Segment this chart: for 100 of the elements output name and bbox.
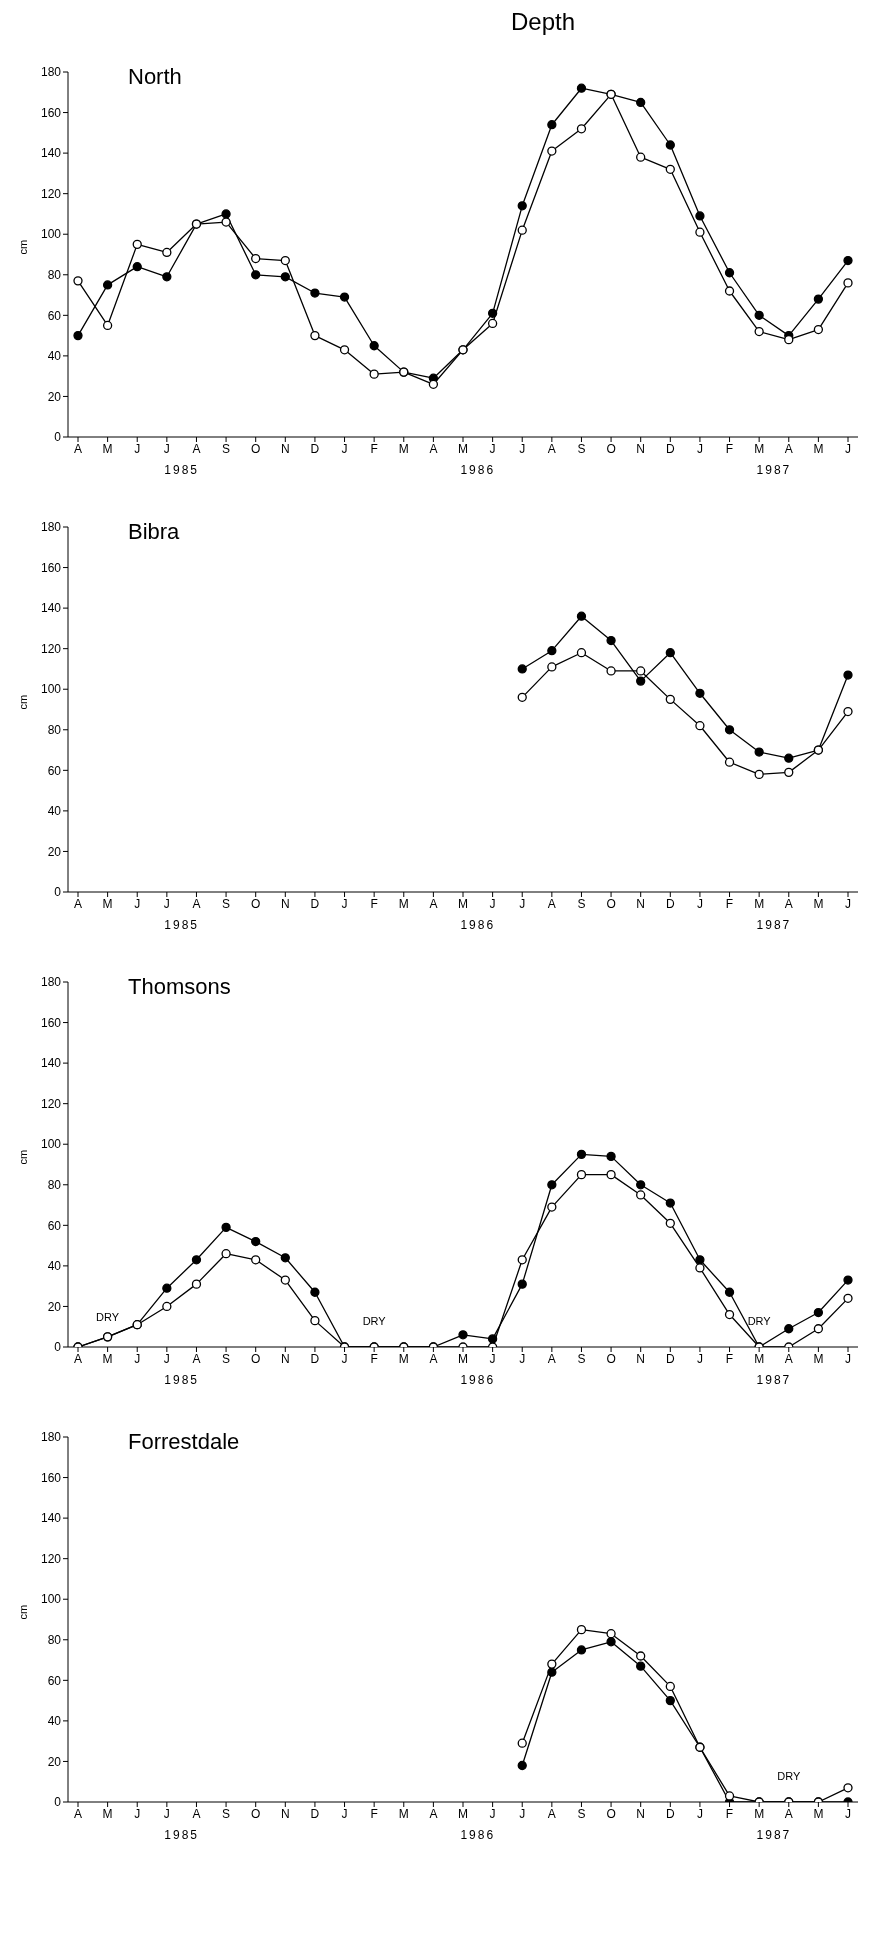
y-tick-label: 80 — [47, 1633, 62, 1648]
x-tick-label: J — [845, 1351, 851, 1366]
x-tick-label: F — [725, 1351, 734, 1366]
annotation: DRY — [746, 1314, 772, 1327]
x-tick-label: J — [163, 441, 170, 456]
x-tick-label: N — [280, 1351, 290, 1366]
x-tick-label: J — [489, 1806, 496, 1821]
x-tick-label: A — [429, 896, 438, 911]
y-tick-label: 80 — [47, 723, 62, 738]
y-tick-label: 180 — [40, 65, 62, 80]
x-tick-label: N — [636, 1806, 646, 1821]
x-tick-label: J — [163, 1806, 170, 1821]
x-tick-label: A — [784, 896, 793, 911]
x-tick-label: A — [784, 1351, 793, 1366]
x-tick-label: J — [134, 441, 141, 456]
annotation: DRY — [95, 1310, 121, 1323]
x-tick-label: O — [251, 896, 261, 911]
x-tick-label: O — [251, 1806, 261, 1821]
x-tick-label: O — [606, 1806, 616, 1821]
y-tick-label: 40 — [47, 349, 62, 364]
x-tick-label: M — [754, 441, 765, 456]
y-tick-label: 60 — [47, 1673, 62, 1688]
x-tick-label: N — [636, 1351, 646, 1366]
y-tick-label: 40 — [47, 1714, 62, 1729]
x-tick-label: M — [398, 896, 409, 911]
y-tick-label: 0 — [54, 1340, 62, 1355]
y-tick-label: 60 — [47, 308, 62, 323]
text: 1987 — [755, 463, 793, 477]
x-tick-label: A — [547, 441, 556, 456]
x-tick-label: M — [754, 1351, 765, 1366]
y-tick-label: 0 — [54, 430, 62, 445]
y-tick-label: 40 — [47, 804, 62, 819]
x-tick-label: J — [163, 896, 170, 911]
x-tick-label: J — [134, 1351, 141, 1366]
x-tick-label: N — [280, 896, 290, 911]
x-tick-label: N — [280, 1806, 290, 1821]
y-tick-label: 140 — [40, 1511, 62, 1526]
x-tick-label: J — [696, 441, 703, 456]
x-tick-label: A — [784, 441, 793, 456]
x-tick-label: A — [784, 1806, 793, 1821]
x-tick-label: D — [310, 441, 320, 456]
y-tick-label: 20 — [47, 1754, 62, 1769]
y-tick-label: 120 — [40, 1096, 62, 1111]
chart-subtitle: Bibra — [128, 519, 180, 545]
y-tick-label: 180 — [40, 1430, 62, 1445]
y-tick-label: 100 — [40, 227, 62, 242]
x-tick-label: M — [458, 896, 468, 911]
x-tick-label: M — [102, 1806, 113, 1821]
y-tick-label: 20 — [47, 1299, 62, 1314]
x-tick-label: A — [547, 1806, 556, 1821]
y-axis-title: cm — [16, 694, 29, 710]
y-axis-title: cm — [16, 1604, 29, 1620]
y-tick-label: 120 — [40, 641, 62, 656]
x-tick-label: J — [341, 896, 348, 911]
x-tick-label: M — [102, 441, 113, 456]
y-tick-label: 140 — [40, 146, 62, 161]
text: 1986 — [459, 1373, 497, 1387]
x-tick-label: J — [696, 1806, 703, 1821]
x-tick-label: F — [370, 441, 378, 456]
x-tick-label: S — [577, 896, 586, 911]
x-tick-label: J — [489, 896, 496, 911]
x-tick-label: J — [489, 441, 496, 456]
x-tick-label: J — [341, 1351, 348, 1366]
x-tick-label: M — [813, 1351, 824, 1366]
x-tick-label: J — [845, 441, 851, 456]
x-tick-label: N — [280, 441, 290, 456]
x-tick-label: M — [458, 441, 468, 456]
y-tick-label: 20 — [47, 844, 62, 859]
x-tick-label: D — [665, 1806, 675, 1821]
text: 1985 — [163, 1828, 200, 1842]
y-tick-label: 80 — [47, 268, 62, 283]
x-tick-label: J — [341, 1806, 348, 1821]
x-tick-label: D — [665, 1351, 675, 1366]
y-tick-label: 60 — [47, 763, 62, 778]
chart-subtitle: North — [128, 64, 182, 90]
x-tick-label: S — [222, 1806, 231, 1821]
x-tick-label: J — [845, 1806, 851, 1821]
annotation: DRY — [361, 1314, 387, 1327]
x-tick-label: A — [192, 1351, 201, 1366]
x-tick-label: A — [192, 896, 201, 911]
y-tick-label: 0 — [54, 885, 62, 900]
y-tick-label: 120 — [40, 186, 62, 201]
y-tick-label: 100 — [40, 682, 62, 697]
x-tick-label: A — [73, 1351, 83, 1366]
x-tick-label: O — [606, 441, 616, 456]
x-tick-label: J — [845, 896, 851, 911]
x-tick-label: O — [251, 1351, 261, 1366]
x-tick-label: M — [398, 1806, 409, 1821]
y-axis-title: cm — [16, 1149, 29, 1165]
x-tick-label: J — [341, 441, 348, 456]
x-tick-label: M — [458, 1351, 468, 1366]
x-tick-label: A — [192, 441, 201, 456]
chart-subtitle: Forrestdale — [128, 1429, 240, 1455]
x-tick-label: M — [398, 1351, 409, 1366]
x-tick-label: N — [636, 441, 646, 456]
x-tick-label: D — [665, 441, 675, 456]
x-tick-label: D — [665, 896, 675, 911]
x-tick-label: M — [813, 441, 824, 456]
y-tick-label: 100 — [40, 1592, 62, 1607]
y-tick-label: 40 — [47, 1259, 62, 1274]
